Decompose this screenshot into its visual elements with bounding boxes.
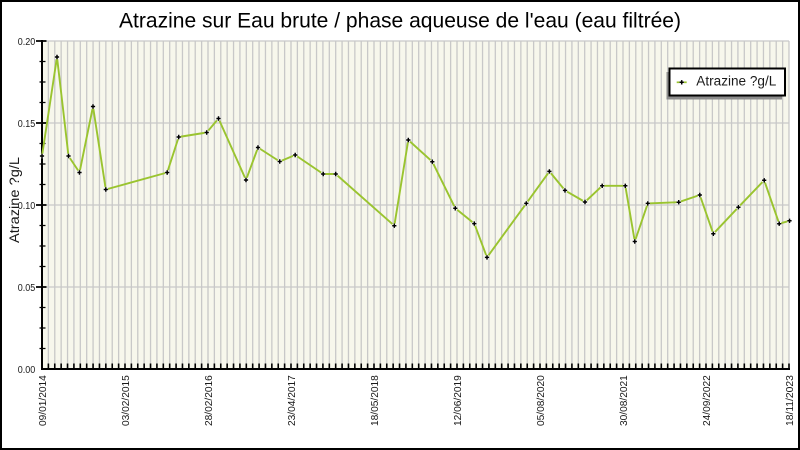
svg-text:12/06/2019: 12/06/2019 — [453, 375, 464, 426]
svg-text:18/05/2018: 18/05/2018 — [370, 375, 381, 426]
svg-text:28/02/2016: 28/02/2016 — [204, 375, 215, 426]
svg-text:03/02/2015: 03/02/2015 — [121, 375, 132, 426]
svg-text:0.15: 0.15 — [18, 119, 36, 130]
svg-text:Atrazine ?g/L: Atrazine ?g/L — [696, 73, 776, 88]
svg-text:18/11/2023: 18/11/2023 — [785, 375, 796, 426]
svg-text:0.20: 0.20 — [18, 37, 36, 48]
svg-text:Atrazine ?g/L: Atrazine ?g/L — [7, 156, 22, 243]
svg-text:24/09/2022: 24/09/2022 — [702, 375, 713, 426]
svg-text:Atrazine sur Eau brute / phase: Atrazine sur Eau brute / phase aqueuse d… — [119, 10, 681, 33]
svg-text:0.00: 0.00 — [18, 365, 36, 376]
svg-text:23/04/2017: 23/04/2017 — [287, 375, 298, 426]
svg-text:0.10: 0.10 — [18, 201, 36, 212]
svg-text:0.05: 0.05 — [18, 283, 36, 294]
svg-text:05/08/2020: 05/08/2020 — [536, 375, 547, 426]
svg-text:09/01/2014: 09/01/2014 — [38, 375, 49, 426]
svg-text:30/08/2021: 30/08/2021 — [619, 375, 630, 426]
